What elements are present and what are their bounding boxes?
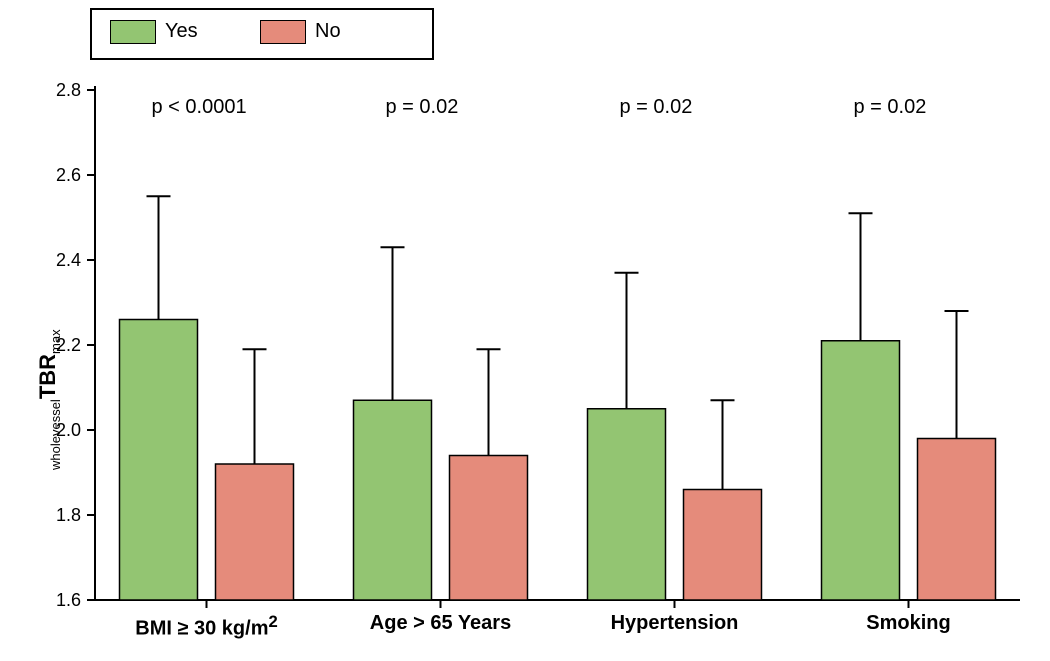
p-value-label: p = 0.02 [386, 96, 459, 119]
y-tick-label: 2.0 [41, 420, 81, 441]
y-tick-label: 1.8 [41, 505, 81, 526]
x-axis-group-label: Age > 65 Years [324, 612, 558, 635]
chart-stage: Yes No wholevesselTBRmax 1.61.82.02.22.4… [0, 0, 1050, 661]
x-axis-group-label: Smoking [792, 612, 1026, 635]
x-axis-group-label: BMI ≥ 30 kg/m2 [90, 612, 324, 641]
y-tick-label: 2.6 [41, 165, 81, 186]
y-tick-label: 2.2 [41, 335, 81, 356]
p-value-label: p = 0.02 [854, 96, 927, 119]
p-value-label: p < 0.0001 [152, 96, 247, 119]
legend-swatch-no [260, 20, 306, 44]
legend-label-no: No [315, 20, 341, 43]
y-tick-label: 2.8 [41, 80, 81, 101]
y-tick-label: 2.4 [41, 250, 81, 271]
p-value-label: p = 0.02 [620, 96, 693, 119]
y-axis-label-main: TBR [35, 354, 60, 399]
legend-label-yes: Yes [165, 20, 198, 43]
legend-swatch-yes [110, 20, 156, 44]
x-axis-group-label: Hypertension [558, 612, 792, 635]
y-tick-label: 1.6 [41, 590, 81, 611]
